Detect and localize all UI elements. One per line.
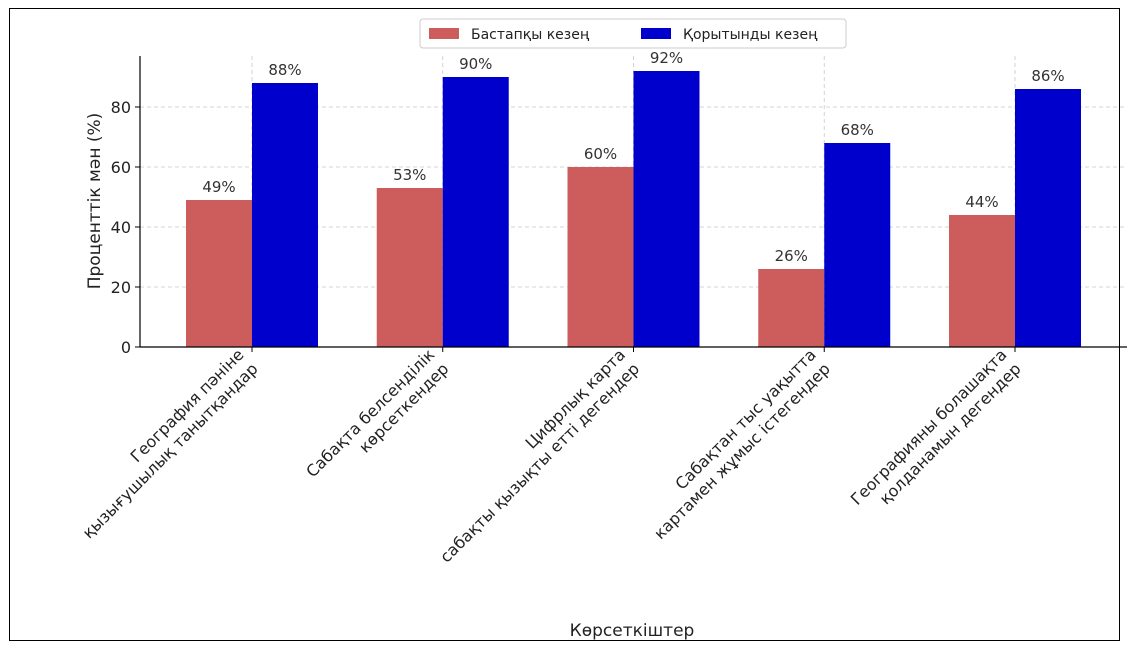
y-tick-labels: 0 20 40 60 80: [111, 98, 131, 357]
data-label-initial: 44%: [965, 193, 998, 211]
x-tick-label-line: Географияны болашақта: [847, 345, 1011, 509]
data-label-initial: 60%: [584, 145, 617, 163]
bar-final: [252, 83, 318, 347]
bar-initial: [186, 200, 252, 347]
y-axis-title: Проценттік мән (%): [85, 113, 105, 290]
bar-final: [633, 71, 700, 347]
data-label-final: 90%: [459, 55, 492, 73]
legend-label-initial: Бастапқы кезең: [471, 27, 590, 43]
y-tick-label: 0: [121, 338, 131, 357]
bar-final: [1015, 89, 1081, 347]
x-tick-label-line: География пәніне: [127, 345, 248, 466]
bar-initial: [567, 167, 634, 347]
y-tick-label: 40: [111, 218, 131, 237]
x-tick-label-line: Сабақта белсенділік: [302, 345, 438, 481]
x-tick-label-line: картамен жұмыс істегендер: [650, 359, 834, 543]
legend-swatch-initial: [429, 28, 459, 39]
bars: [186, 71, 1081, 347]
data-label-final: 88%: [268, 61, 301, 79]
x-axis-title: Көрсеткіштер: [570, 621, 695, 641]
bar-initial: [376, 188, 443, 347]
y-tick-label: 60: [111, 158, 131, 177]
x-tick-label-line: Сабақтан тыс уақытта: [671, 345, 819, 493]
bar-final: [442, 77, 509, 347]
legend-swatch-final: [641, 28, 671, 39]
data-labels: 49% 53% 60% 26% 44% 88% 90% 92% 68% 86%: [202, 49, 1064, 265]
x-tick-label-line: сабақты қызықты етті дегендер: [436, 359, 643, 566]
y-tick-label: 80: [111, 98, 131, 117]
legend-box: [419, 18, 847, 49]
bar-initial: [949, 215, 1015, 347]
y-tick-label: 20: [111, 278, 131, 297]
data-label-initial: 49%: [202, 178, 235, 196]
x-tick-label-line: қолданамын дегендер: [876, 359, 1025, 508]
data-label-final: 68%: [841, 121, 874, 139]
axes: [135, 56, 1127, 352]
x-tick-label-line: қызығушылық танытқандар: [79, 359, 262, 542]
data-label-initial: 53%: [393, 166, 426, 184]
legend: Бастапқы кезең Қорытынды кезең: [419, 18, 847, 49]
bar-final: [824, 143, 891, 347]
legend-label-final: Қорытынды кезең: [683, 27, 818, 43]
data-label-final: 86%: [1031, 67, 1064, 85]
bar-initial: [758, 269, 825, 347]
data-label-initial: 26%: [775, 247, 808, 265]
data-label-final: 92%: [650, 49, 683, 67]
